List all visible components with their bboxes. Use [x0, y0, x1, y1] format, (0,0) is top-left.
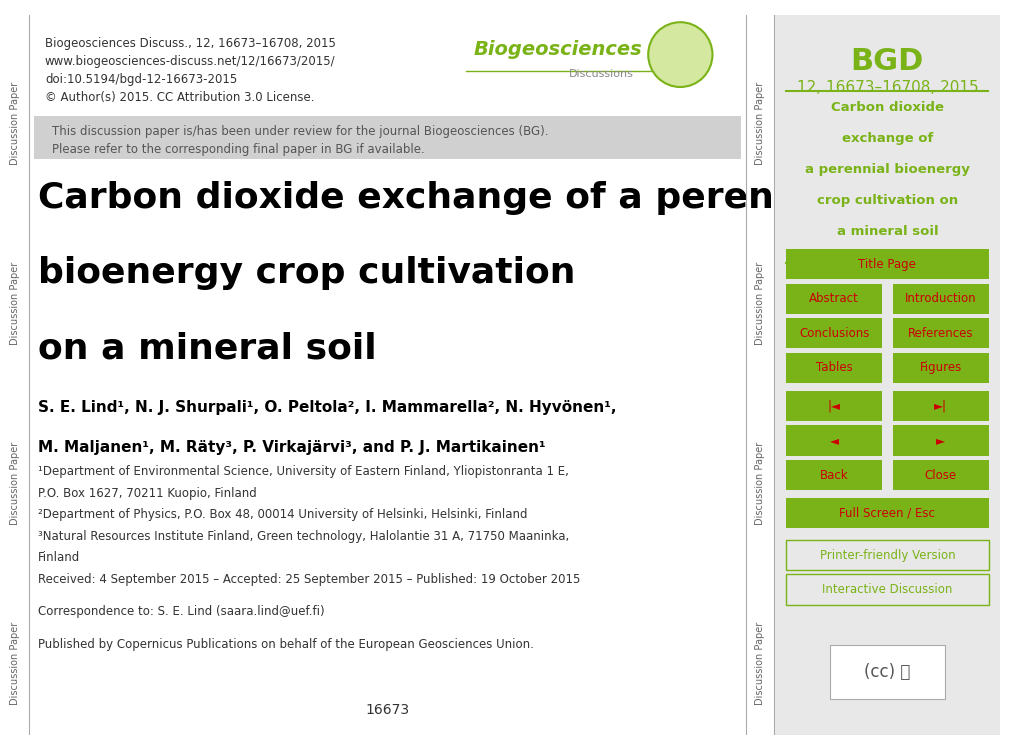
Text: Conclusions: Conclusions: [798, 327, 868, 340]
Text: EGU: EGU: [672, 52, 688, 58]
Text: Biogeosciences Discuss., 12, 16673–16708, 2015: Biogeosciences Discuss., 12, 16673–16708…: [45, 37, 335, 50]
Text: Correspondence to: S. E. Lind (saara.lind@uef.fi): Correspondence to: S. E. Lind (saara.lin…: [38, 605, 324, 619]
FancyBboxPatch shape: [892, 318, 987, 348]
Text: Introduction: Introduction: [904, 292, 975, 305]
FancyBboxPatch shape: [892, 352, 987, 383]
FancyBboxPatch shape: [892, 284, 987, 314]
Text: Discussion Paper: Discussion Paper: [754, 621, 764, 705]
Text: Discussion Paper: Discussion Paper: [10, 262, 20, 345]
Text: This discussion paper is/has been under review for the journal Biogeosciences (B: This discussion paper is/has been under …: [52, 125, 548, 138]
Text: a mineral soil: a mineral soil: [836, 225, 937, 238]
Text: bioenergy crop cultivation: bioenergy crop cultivation: [38, 256, 575, 290]
Text: crop cultivation on: crop cultivation on: [816, 194, 957, 207]
Text: M. Maljanen¹, M. Räty³, P. Virkajärvi³, and P. J. Martikainen¹: M. Maljanen¹, M. Räty³, P. Virkajärvi³, …: [38, 440, 545, 454]
FancyBboxPatch shape: [774, 15, 999, 735]
Text: Title Page: Title Page: [858, 257, 915, 271]
Text: Carbon dioxide exchange of a perennial: Carbon dioxide exchange of a perennial: [38, 181, 848, 214]
Text: Abstract: Abstract: [808, 292, 858, 305]
Text: S. E. Lind¹, N. J. Shurpali¹, O. Peltola², I. Mammarella², N. Hyvönen¹,: S. E. Lind¹, N. J. Shurpali¹, O. Peltola…: [38, 400, 615, 416]
Text: Discussions: Discussions: [569, 69, 634, 79]
Text: Discussion Paper: Discussion Paper: [754, 82, 764, 165]
FancyBboxPatch shape: [35, 116, 740, 159]
Circle shape: [648, 22, 711, 87]
Text: Discussion Paper: Discussion Paper: [754, 441, 764, 525]
FancyBboxPatch shape: [892, 425, 987, 456]
FancyBboxPatch shape: [892, 460, 987, 490]
Text: ¹Department of Environmental Science, University of Eastern Finland, Yliopistonr: ¹Department of Environmental Science, Un…: [38, 465, 568, 478]
Text: Interactive Discussion: Interactive Discussion: [821, 583, 952, 596]
FancyBboxPatch shape: [786, 284, 881, 314]
FancyBboxPatch shape: [786, 498, 987, 528]
Text: S. E. Lind et al.: S. E. Lind et al.: [840, 263, 933, 277]
FancyBboxPatch shape: [892, 391, 987, 421]
Text: Close: Close: [924, 469, 956, 482]
Text: on a mineral soil: on a mineral soil: [38, 332, 376, 366]
Text: www.biogeosciences-discuss.net/12/16673/2015/: www.biogeosciences-discuss.net/12/16673/…: [45, 55, 335, 68]
FancyBboxPatch shape: [786, 460, 881, 490]
FancyBboxPatch shape: [786, 391, 881, 421]
Text: ³Natural Resources Institute Finland, Green technology, Halolantie 31 A, 71750 M: ³Natural Resources Institute Finland, Gr…: [38, 530, 569, 543]
Text: Back: Back: [819, 469, 848, 482]
Text: Received: 4 September 2015 – Accepted: 25 September 2015 – Published: 19 October: Received: 4 September 2015 – Accepted: 2…: [38, 573, 580, 586]
Text: Please refer to the corresponding final paper in BG if available.: Please refer to the corresponding final …: [52, 143, 424, 156]
FancyBboxPatch shape: [786, 318, 881, 348]
Text: Discussion Paper: Discussion Paper: [754, 262, 764, 345]
Text: Full Screen / Esc: Full Screen / Esc: [839, 507, 934, 520]
Text: P.O. Box 1627, 70211 Kuopio, Finland: P.O. Box 1627, 70211 Kuopio, Finland: [38, 487, 256, 500]
Text: Carbon dioxide: Carbon dioxide: [830, 101, 943, 115]
Text: a perennial bioenergy: a perennial bioenergy: [804, 164, 969, 176]
Text: 16673: 16673: [365, 703, 410, 717]
Text: (cc) ⓑ: (cc) ⓑ: [863, 663, 910, 681]
Text: doi:10.5194/bgd-12-16673-2015: doi:10.5194/bgd-12-16673-2015: [45, 73, 236, 86]
Text: Figures: Figures: [919, 362, 961, 374]
Text: ►: ►: [935, 434, 945, 447]
Text: References: References: [907, 327, 972, 340]
Text: 12, 16673–16708, 2015: 12, 16673–16708, 2015: [796, 80, 977, 94]
Text: Biogeosciences: Biogeosciences: [473, 40, 641, 59]
Text: © Author(s) 2015. CC Attribution 3.0 License.: © Author(s) 2015. CC Attribution 3.0 Lic…: [45, 91, 314, 104]
Text: Discussion Paper: Discussion Paper: [10, 82, 20, 165]
Text: BGD: BGD: [850, 47, 923, 76]
Text: |◄: |◄: [826, 400, 840, 412]
FancyBboxPatch shape: [786, 540, 987, 570]
Text: Discussion Paper: Discussion Paper: [10, 621, 20, 705]
FancyBboxPatch shape: [786, 249, 987, 279]
FancyBboxPatch shape: [786, 352, 881, 383]
Text: ◄: ◄: [828, 434, 838, 447]
Text: Tables: Tables: [815, 362, 852, 374]
Text: ²Department of Physics, P.O. Box 48, 00014 University of Helsinki, Helsinki, Fin: ²Department of Physics, P.O. Box 48, 000…: [38, 509, 527, 521]
Text: Discussion Paper: Discussion Paper: [10, 441, 20, 525]
FancyBboxPatch shape: [786, 574, 987, 604]
Text: Published by Copernicus Publications on behalf of the European Geosciences Union: Published by Copernicus Publications on …: [38, 638, 533, 651]
FancyBboxPatch shape: [786, 425, 881, 456]
Text: exchange of: exchange of: [841, 132, 932, 146]
FancyBboxPatch shape: [829, 645, 944, 699]
Text: Printer-friendly Version: Printer-friendly Version: [819, 548, 954, 562]
Text: Open
Access: Open Access: [651, 47, 683, 80]
Text: ►|: ►|: [933, 400, 947, 412]
Text: Finland: Finland: [38, 551, 79, 565]
